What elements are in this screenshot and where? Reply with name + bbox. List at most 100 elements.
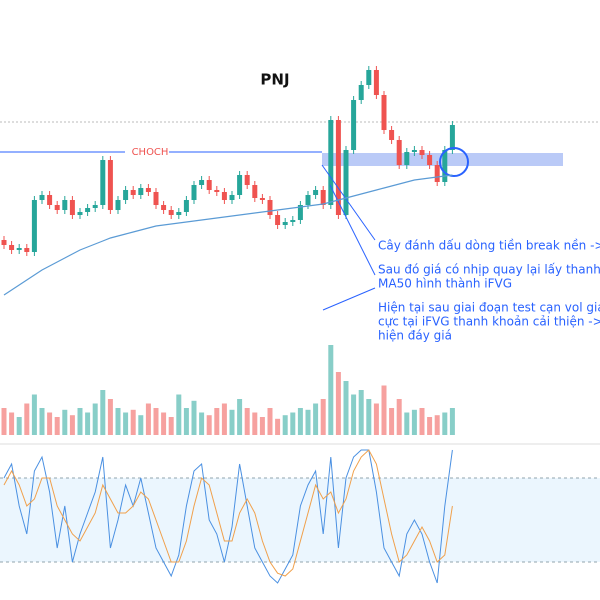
volume-bar [419, 408, 425, 435]
volume-bar [214, 408, 220, 435]
volume-bar [267, 408, 273, 435]
volume-bar [427, 417, 433, 435]
volume-bar [290, 412, 296, 435]
volume-bar [24, 403, 30, 435]
volume-bar [411, 409, 417, 435]
candle-body [290, 220, 296, 222]
volume-bar [282, 415, 288, 435]
volume-bar [351, 394, 357, 435]
annotation: Hiện tại sau giai đoạn test cạn vol giá … [378, 301, 600, 315]
volume-bar [335, 372, 341, 435]
candle-body [100, 160, 106, 205]
candle-body [47, 195, 53, 205]
candle-body [381, 95, 387, 130]
volume-bar [199, 412, 205, 435]
ma50-line [3, 174, 453, 296]
choch-label-bg [125, 146, 169, 158]
candle-body [252, 185, 258, 198]
volume-bar [39, 408, 45, 435]
annotation: MA50 hình thành iFVG [378, 277, 512, 291]
candle-body [1, 240, 7, 245]
volume-bar [92, 403, 98, 435]
candle-body [9, 245, 15, 250]
volume-bar [130, 409, 136, 435]
volume-bar [313, 403, 319, 435]
candle-body [92, 205, 98, 208]
candle-body [343, 150, 349, 215]
candle-body [69, 200, 75, 215]
volume-bar [328, 345, 334, 435]
candle-body [335, 120, 341, 215]
candle-body [389, 130, 395, 140]
candle-body [237, 175, 243, 195]
stoch-line [3, 449, 453, 577]
volume-bar [252, 412, 258, 435]
volume-bar [297, 408, 303, 435]
volume-bar [168, 417, 174, 435]
volume-bar [1, 408, 7, 435]
volume-bar [85, 412, 91, 435]
volume-bar [396, 399, 402, 435]
volume-bar [191, 400, 197, 435]
candle-body [214, 190, 220, 192]
volume-bar [229, 409, 235, 435]
candle-body [419, 150, 425, 155]
volume-bar [100, 390, 106, 435]
candle-body [427, 155, 433, 165]
candle-body [130, 190, 136, 195]
candle-body [107, 160, 113, 210]
volume-bar [153, 408, 159, 435]
volume-bar [404, 412, 410, 435]
candle-body [54, 205, 60, 210]
candle-body [442, 150, 448, 182]
stoch-band [0, 478, 600, 562]
volume-bar [343, 381, 349, 435]
volume-bar [206, 415, 212, 435]
candle-body [267, 200, 273, 215]
arrow [321, 164, 376, 241]
candle-body [366, 70, 372, 85]
candle-body [153, 192, 159, 205]
volume-bar [305, 409, 311, 435]
volume-bar [366, 399, 372, 435]
highlight-circle [439, 147, 469, 177]
candle-body [77, 212, 83, 215]
stoch-line [3, 449, 453, 584]
volume-bar [373, 403, 379, 435]
candle-body [176, 212, 182, 215]
candle-body [85, 208, 91, 212]
volume-bar [237, 399, 243, 435]
candle-body [138, 188, 144, 195]
volume-bar [434, 415, 440, 435]
volume-bar [176, 394, 182, 435]
candle-body [168, 210, 174, 215]
candle-body [39, 195, 45, 200]
annotation: hiện đáy giá [378, 329, 452, 343]
volume-bar [161, 412, 167, 435]
volume-bar [123, 412, 129, 435]
candle-body [351, 100, 357, 150]
candle-body [62, 200, 68, 210]
volume-bar [54, 417, 60, 435]
candle-body [305, 195, 311, 205]
annotation: Sau đó giá có nhịp quay lại lấy thanh kh… [378, 263, 600, 277]
candle-body [145, 188, 151, 192]
candle-body [358, 85, 364, 100]
volume-bar [77, 408, 83, 435]
candle-body [396, 140, 402, 165]
candle-body [244, 175, 250, 185]
candle-body [449, 125, 455, 150]
volume-bar [107, 399, 113, 435]
volume-bar [320, 399, 326, 435]
volume-bar [259, 417, 265, 435]
candle-body [191, 185, 197, 200]
candle-body [297, 205, 303, 220]
candle-body [229, 195, 235, 200]
candle-body [259, 198, 265, 200]
volume-bar [138, 415, 144, 435]
volume-bar [16, 417, 22, 435]
arrow [322, 287, 376, 311]
candle-body [328, 120, 334, 205]
